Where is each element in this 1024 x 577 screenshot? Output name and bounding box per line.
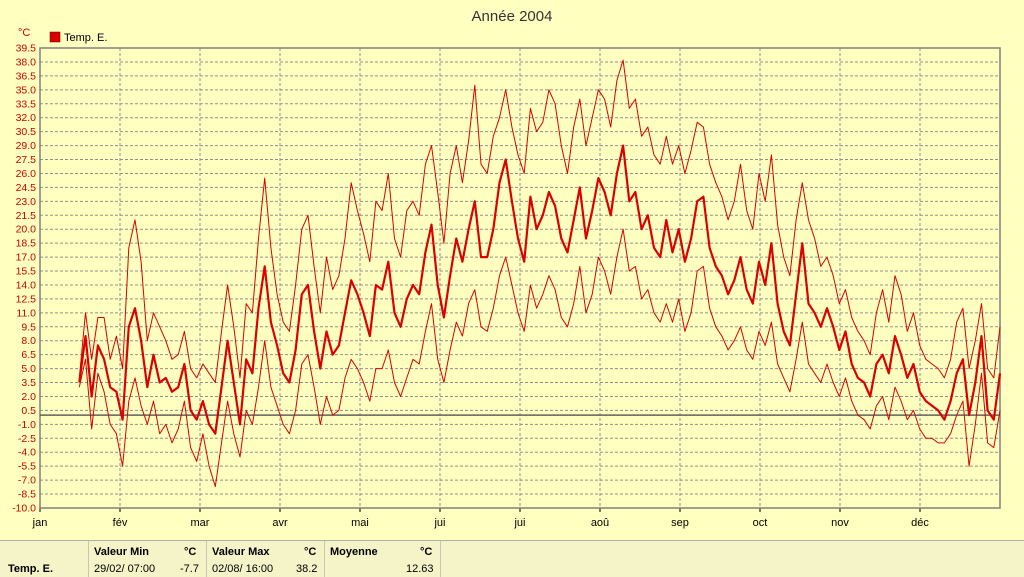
y-tick-label: -4.0	[18, 447, 36, 459]
y-tick-label: 26.0	[16, 168, 37, 180]
y-tick-label: -10.0	[12, 503, 36, 515]
y-tick-label: -1.0	[18, 419, 36, 431]
stats-min-unit: °C	[184, 546, 197, 558]
stats-max-date: 02/08/ 16:00	[212, 563, 274, 575]
y-tick-label: 12.5	[16, 293, 37, 305]
x-tick-label: avr	[272, 517, 288, 529]
x-tick-label: nov	[831, 517, 849, 529]
stats-mean-unit: °C	[420, 546, 433, 558]
stats-mean-value: 12.63	[406, 563, 434, 575]
y-tick-label: 39.5	[16, 43, 37, 55]
y-tick-label: 24.5	[16, 182, 37, 194]
y-tick-label: 15.5	[16, 266, 37, 278]
y-tick-label: 29.0	[16, 140, 37, 152]
x-tick-label: sep	[671, 517, 689, 529]
y-tick-label: 0.5	[21, 405, 36, 417]
y-tick-label: 33.5	[16, 98, 37, 110]
y-tick-label: -7.0	[18, 475, 36, 487]
stats-min-date: 29/02/ 07:00	[94, 563, 156, 575]
stats-min-label: Valeur Min	[94, 546, 150, 558]
stats-max-cell: Valeur Max °C 02/08/ 16:00 38.2	[206, 541, 325, 577]
series-line-max	[78, 59, 1001, 383]
plot-frame	[39, 47, 1001, 509]
stats-mean-cell: Moyenne °C 12.63	[324, 541, 441, 577]
chart-title: Année 2004	[472, 8, 553, 25]
y-tick-label: 8.0	[21, 335, 36, 347]
x-tick-label: fév	[113, 517, 128, 529]
temperature-chart: -10.0 -8.5 -7.0 -5.5 -4.0 -2.5 -1.0 0.5 2.0 3.5 5.…	[12, 8, 1002, 529]
y-tick-label: -5.5	[18, 461, 36, 473]
x-tick-label: aoû	[591, 517, 609, 529]
y-tick-label: 36.5	[16, 70, 37, 82]
stats-bar: Temp. E. Valeur Min °C 29/02/ 07:00 -7.7…	[0, 540, 1024, 577]
stats-max-unit: °C	[304, 546, 317, 558]
x-tick-label: déc	[911, 517, 929, 529]
y-tick-label: 35.0	[16, 84, 37, 96]
legend-swatch	[49, 31, 61, 43]
y-tick-label: 6.5	[21, 349, 36, 361]
y-tick-label: 11.0	[16, 307, 36, 319]
y-tick-label: 27.5	[16, 154, 37, 166]
y-tick-label: -2.5	[18, 433, 36, 445]
chart-area: -10.0 -8.5 -7.0 -5.5 -4.0 -2.5 -1.0 0.5 2.0 3.5 5.…	[12, 8, 1002, 529]
y-tick-label: 32.0	[16, 112, 37, 124]
x-tick-label: jui	[513, 517, 525, 529]
y-tick-label: -8.5	[18, 489, 36, 501]
y-tick-label: 30.5	[16, 126, 37, 138]
y-tick-label: 3.5	[21, 377, 36, 389]
y-tick-label: 23.0	[16, 196, 37, 208]
y-tick-label: 17.0	[16, 252, 37, 264]
stats-min-cell: Valeur Min °C 29/02/ 07:00 -7.7	[88, 541, 207, 577]
stats-row-label-cell: Temp. E.	[0, 541, 89, 577]
series-line-min	[78, 228, 1001, 488]
y-tick-label: 21.5	[16, 210, 37, 222]
x-tick-label: mai	[351, 517, 369, 529]
x-tick-label: oct	[753, 517, 768, 529]
x-tick-label: mar	[191, 517, 210, 529]
x-tick-label: jui	[433, 517, 445, 529]
y-tick-label: 18.5	[16, 238, 37, 250]
y-axis-unit: °C	[18, 27, 30, 39]
stats-mean-label: Moyenne	[330, 546, 378, 558]
series-line-mean	[78, 144, 1002, 435]
stats-max-value: 38.2	[296, 563, 318, 575]
y-tick-label: 2.0	[21, 391, 36, 403]
stats-max-label: Valeur Max	[212, 546, 270, 558]
legend-label: Temp. E.	[64, 32, 107, 44]
y-tick-label: 14.0	[16, 279, 37, 291]
y-tick-label: 38.0	[16, 56, 37, 68]
stats-min-value: -7.7	[180, 563, 199, 575]
x-tick-label: jan	[32, 517, 48, 529]
y-tick-label: 5.0	[21, 363, 36, 375]
y-tick-label: 9.5	[21, 321, 36, 333]
y-tick-label: 20.0	[16, 224, 37, 236]
stats-row-label: Temp. E.	[8, 563, 54, 575]
